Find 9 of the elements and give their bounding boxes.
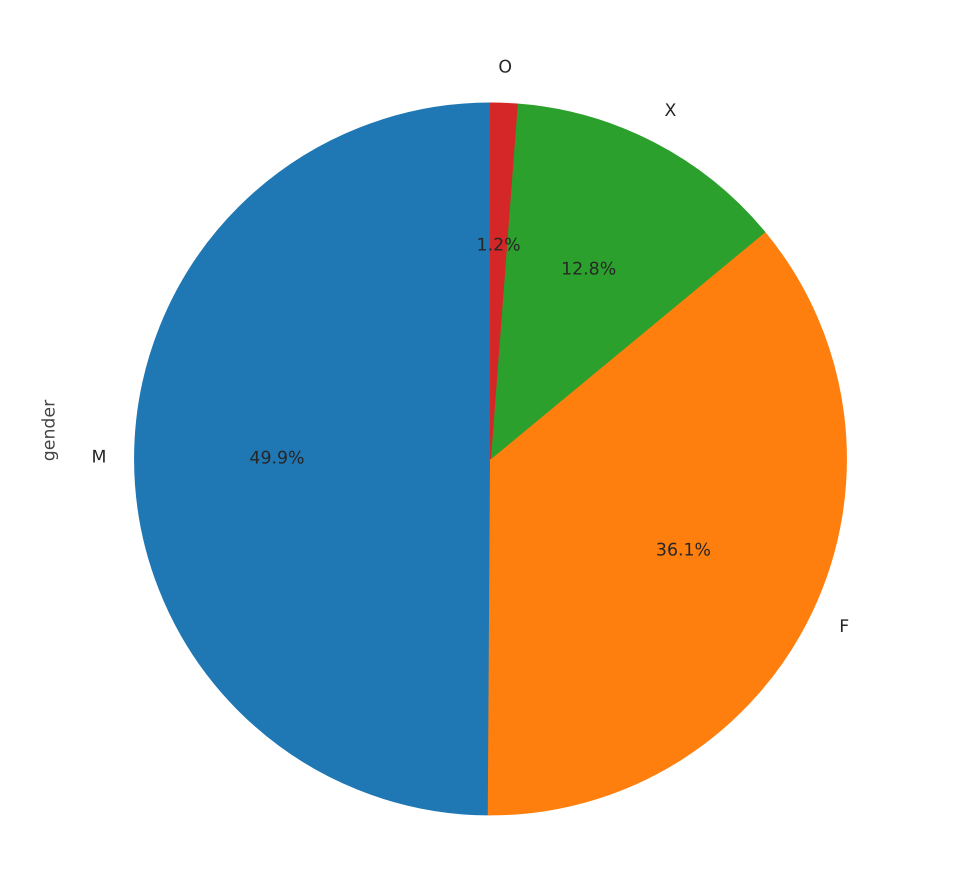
slice-label: M <box>92 448 106 468</box>
slice-label: O <box>498 58 512 78</box>
data-label: 36.1% <box>656 540 711 561</box>
slice-label: F <box>839 616 850 637</box>
slice-label: X <box>664 101 676 122</box>
text: gender <box>40 398 60 462</box>
data-label: 49.9% <box>249 448 304 468</box>
data-label: 1.2% <box>476 236 521 256</box>
data-label: 12.8% <box>561 259 616 280</box>
